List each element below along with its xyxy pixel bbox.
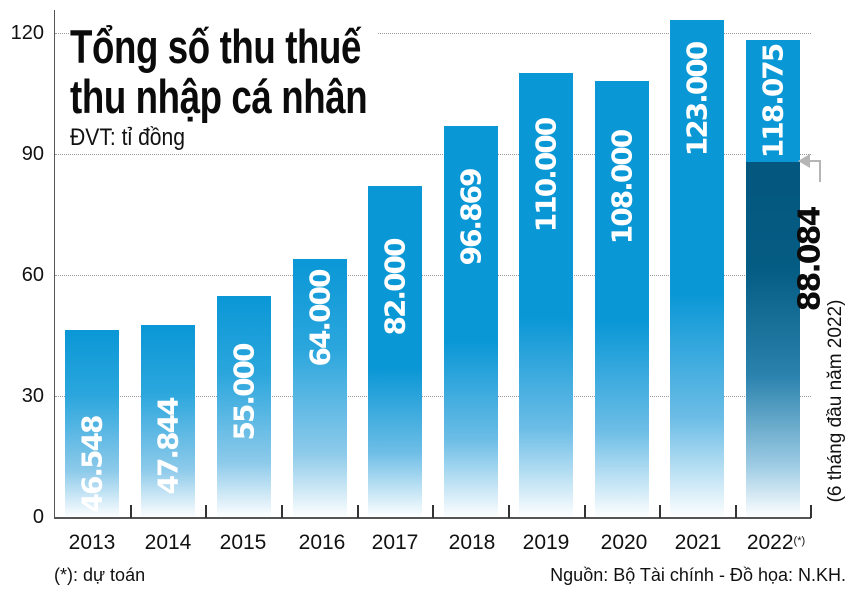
y-tick-label: 90 <box>21 143 44 165</box>
bar-value-label: 82.000 <box>378 238 412 336</box>
bar-value-label: 55.000 <box>227 343 261 441</box>
x-tick-mark <box>281 505 283 518</box>
x-tick-mark <box>357 505 359 518</box>
x-tick-mark <box>130 505 132 518</box>
x-tick-label: 2014 <box>144 531 192 554</box>
x-tick-label: 2021 <box>674 531 722 554</box>
x-axis <box>54 517 811 519</box>
chart-title: Tổng số thu thuế thu nhập cá nhân <box>70 22 379 122</box>
bar-2019: 110.000 <box>519 73 573 518</box>
y-tick-label: 30 <box>21 385 44 407</box>
x-tick-mark <box>205 505 207 518</box>
gridline-90 <box>55 154 811 155</box>
x-tick-label: 2019 <box>522 531 570 554</box>
x-tick-label: 2017 <box>371 531 419 554</box>
x-tick-mark <box>810 505 812 518</box>
source-credit: Nguồn: Bộ Tài chính - Đồ họa: N.KH. <box>550 565 846 585</box>
x-tick-label: 2018 <box>448 531 496 554</box>
unit-label: ĐVT: tỉ đồng <box>70 124 191 152</box>
bar-value-label: 47.844 <box>151 398 185 495</box>
arrow-line <box>819 160 821 182</box>
bar-value-label: 108.000 <box>605 130 639 244</box>
bar-2013: 46.548 <box>65 330 119 518</box>
x-tick-label: 2015 <box>219 531 267 554</box>
footnote: (*): dự toán <box>54 565 146 585</box>
x-tick-label: 2016 <box>298 531 346 554</box>
x-tick-label: 2022(*) <box>746 531 806 554</box>
y-tick-label: 0 <box>32 506 44 528</box>
bar-2020: 108.000 <box>595 81 649 518</box>
gridline-30 <box>55 396 811 397</box>
x-tick-mark <box>584 505 586 518</box>
y-tick-label: 120 <box>10 22 44 44</box>
x-tick-label: 2020 <box>600 531 648 554</box>
gridline-60 <box>55 275 811 276</box>
bar-value-label: 46.548 <box>75 415 109 513</box>
bar-2015: 55.000 <box>217 296 271 518</box>
x-tick-mark <box>508 505 510 518</box>
bar-value-label: 64.000 <box>303 270 337 367</box>
arrow-icon <box>798 154 810 168</box>
bar-value-label: 110.000 <box>529 118 563 233</box>
y-tick-label: 60 <box>21 264 44 286</box>
bar-value-label: 96.869 <box>454 168 488 266</box>
bar-value-label: 118.075 <box>756 44 790 158</box>
bar-2022-first-half <box>746 162 800 518</box>
bar-2018: 96.869 <box>444 126 498 518</box>
arrow-line <box>806 160 820 162</box>
y-axis <box>54 10 55 518</box>
x-tick-mark <box>735 505 737 518</box>
bar-2016: 64.000 <box>293 259 347 518</box>
bar-2017: 82.000 <box>368 186 422 518</box>
x-tick-label: 2013 <box>68 531 116 554</box>
gridline-120 <box>55 33 811 34</box>
bar-2021: 123.000 <box>670 20 724 518</box>
x-tick-mark <box>432 505 434 518</box>
bar-value-label: 123.000 <box>680 42 714 156</box>
x-tick-mark <box>659 505 661 518</box>
bar-2022-estimate: 118.075 <box>746 40 800 162</box>
bar-2014: 47.844 <box>141 325 195 518</box>
